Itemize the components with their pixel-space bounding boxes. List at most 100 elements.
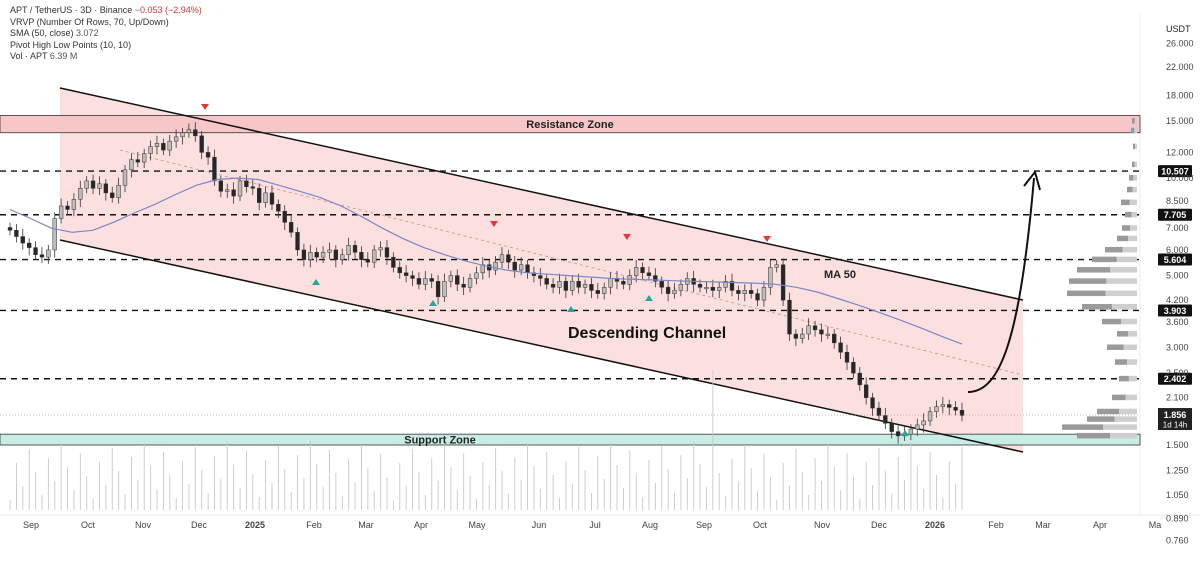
- volume-bar: [54, 481, 56, 510]
- candle: [142, 153, 147, 163]
- volume-bar: [424, 495, 426, 510]
- candle: [582, 284, 588, 288]
- candle: [416, 278, 422, 285]
- volume-bar: [514, 457, 516, 510]
- volume-bar: [99, 462, 100, 510]
- volume-bar: [571, 484, 573, 510]
- x-tick-label: Jul: [589, 520, 601, 530]
- volume-bar: [201, 470, 203, 510]
- volume-profile-bar: [1125, 211, 1132, 218]
- x-tick-label: 2026: [925, 520, 945, 530]
- candle: [742, 290, 747, 294]
- candle: [7, 227, 13, 231]
- volume-bar: [495, 448, 497, 510]
- candle: [346, 245, 351, 255]
- candle: [237, 180, 243, 197]
- volume-bar: [661, 446, 663, 510]
- volume-profile-bar: [1131, 127, 1135, 134]
- x-tick-label: Apr: [414, 520, 428, 530]
- candle: [633, 267, 639, 276]
- channel-mid-line: [119, 149, 1024, 376]
- volume-bar: [252, 474, 254, 510]
- candle: [748, 290, 754, 294]
- volume-profile-bar: [1125, 394, 1137, 401]
- legend-change: −0.053 (−2.94%): [134, 5, 202, 15]
- candle: [761, 287, 767, 301]
- volume-profile-bar: [1131, 211, 1137, 218]
- candle: [33, 247, 38, 255]
- candle: [921, 420, 926, 426]
- volume-profile-bar: [1132, 118, 1135, 124]
- volume-bar: [188, 484, 190, 510]
- candle: [46, 249, 51, 258]
- volume-bar: [642, 497, 644, 510]
- candle: [403, 272, 409, 276]
- y-tick-label: 22.000: [1166, 62, 1194, 72]
- volume-bar: [207, 493, 209, 510]
- level-tag: [1158, 165, 1192, 178]
- candle: [563, 281, 569, 291]
- volume-bar: [73, 490, 75, 510]
- candle: [755, 293, 760, 301]
- volume-bar: [271, 483, 273, 510]
- volume-profile-bar: [1134, 118, 1137, 124]
- volume-bar: [846, 453, 848, 510]
- volume-bar: [373, 491, 375, 510]
- volume-bar: [757, 491, 759, 510]
- candle: [257, 188, 262, 203]
- candle: [173, 136, 179, 142]
- volume-bar: [795, 449, 797, 510]
- legend-sma-row: SMA (50, close) 3.072: [10, 28, 202, 40]
- candle: [857, 372, 862, 386]
- volume-profile-bar: [1121, 199, 1130, 206]
- candle: [844, 351, 850, 363]
- volume-bar: [386, 477, 388, 510]
- candle: [320, 252, 326, 258]
- volume-bar: [412, 449, 414, 510]
- volume-bar: [156, 489, 158, 510]
- volume-profile-bar: [1097, 408, 1119, 415]
- candle: [621, 281, 626, 285]
- volume-bar: [961, 447, 963, 510]
- volume-profile-bar: [1134, 127, 1137, 134]
- volume-bar: [329, 450, 330, 510]
- candle: [39, 254, 45, 258]
- volume-bar: [603, 479, 605, 510]
- candle: [384, 247, 390, 258]
- volume-bar: [118, 471, 120, 510]
- candle: [263, 192, 268, 203]
- volume-bar: [361, 445, 362, 510]
- volume-bar: [67, 467, 69, 510]
- volume-bar: [929, 452, 931, 510]
- candle: [448, 275, 454, 282]
- volume-bar: [399, 463, 401, 510]
- volume-bar: [942, 498, 944, 510]
- y-tick-label: 1.050: [1166, 490, 1189, 500]
- candle: [212, 156, 217, 182]
- volume-series: [9, 370, 963, 510]
- candle: [129, 159, 134, 171]
- volume-bar: [463, 453, 465, 510]
- volume-bar: [725, 496, 727, 510]
- volume-bar: [9, 500, 11, 510]
- volume-bar: [827, 444, 829, 510]
- candle: [397, 267, 402, 274]
- volume-profile-bar: [1127, 186, 1133, 193]
- volume-bar: [686, 478, 688, 510]
- candle: [665, 287, 671, 294]
- candle: [908, 428, 914, 435]
- y-tick-label: 1.250: [1166, 466, 1189, 476]
- candle: [225, 189, 230, 192]
- volume-bar: [840, 490, 842, 510]
- volume-bar: [456, 490, 458, 510]
- volume-bar: [789, 486, 790, 510]
- pivot-low-marker: [429, 300, 437, 306]
- volume-bar: [610, 442, 612, 510]
- volume-bar: [482, 462, 484, 510]
- volume-bar: [584, 470, 586, 510]
- x-tick-label: Jun: [532, 520, 547, 530]
- candle: [359, 252, 364, 260]
- candle: [934, 406, 939, 412]
- volume-bar: [111, 448, 113, 510]
- candle: [876, 407, 882, 416]
